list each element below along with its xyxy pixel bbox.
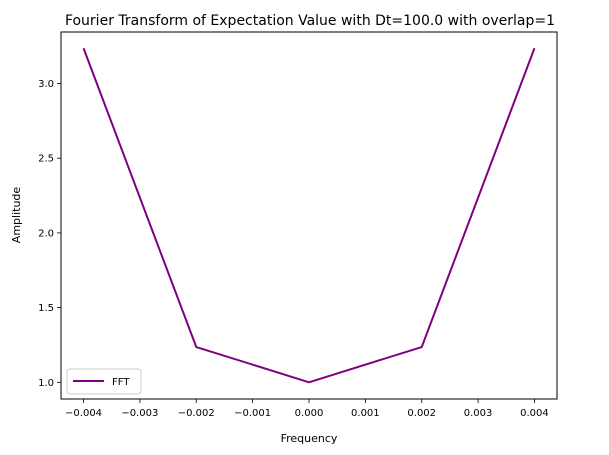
- x-tick-label: −0.002: [178, 408, 215, 419]
- y-axis: 1.0 1.5 2.0 2.5 3.0: [38, 79, 61, 389]
- x-axis: −0.004 −0.003 −0.002 −0.001 0.000 0.001 0.002 0…: [65, 399, 549, 419]
- series-line-fft: [82, 47, 536, 384]
- y-axis-label: Amplitude: [10, 187, 23, 244]
- x-tick-label: 0.003: [464, 408, 493, 419]
- series-layer: [82, 47, 536, 384]
- x-axis-label: Frequency: [281, 432, 338, 445]
- x-tick-label: 0.000: [295, 408, 324, 419]
- x-tick-label: 0.001: [351, 408, 380, 419]
- y-tick-label: 1.5: [38, 303, 54, 314]
- x-tick-label: −0.003: [121, 408, 158, 419]
- y-tick-label: 3.0: [38, 79, 54, 90]
- plot-area: [60, 31, 558, 400]
- legend: FFT: [66, 368, 142, 395]
- x-tick-label: 0.004: [520, 408, 549, 419]
- x-tick-label: 0.002: [407, 408, 436, 419]
- chart-title: Fourier Transform of Expectation Value w…: [65, 13, 555, 29]
- axes-frame: [60, 31, 558, 400]
- y-tick-label: 2.0: [38, 228, 54, 239]
- y-tick-label: 2.5: [38, 154, 54, 165]
- x-tick-label: −0.001: [234, 408, 271, 419]
- legend-label: FFT: [112, 377, 130, 388]
- x-tick-label: −0.004: [65, 408, 102, 419]
- y-tick-label: 1.0: [38, 378, 54, 389]
